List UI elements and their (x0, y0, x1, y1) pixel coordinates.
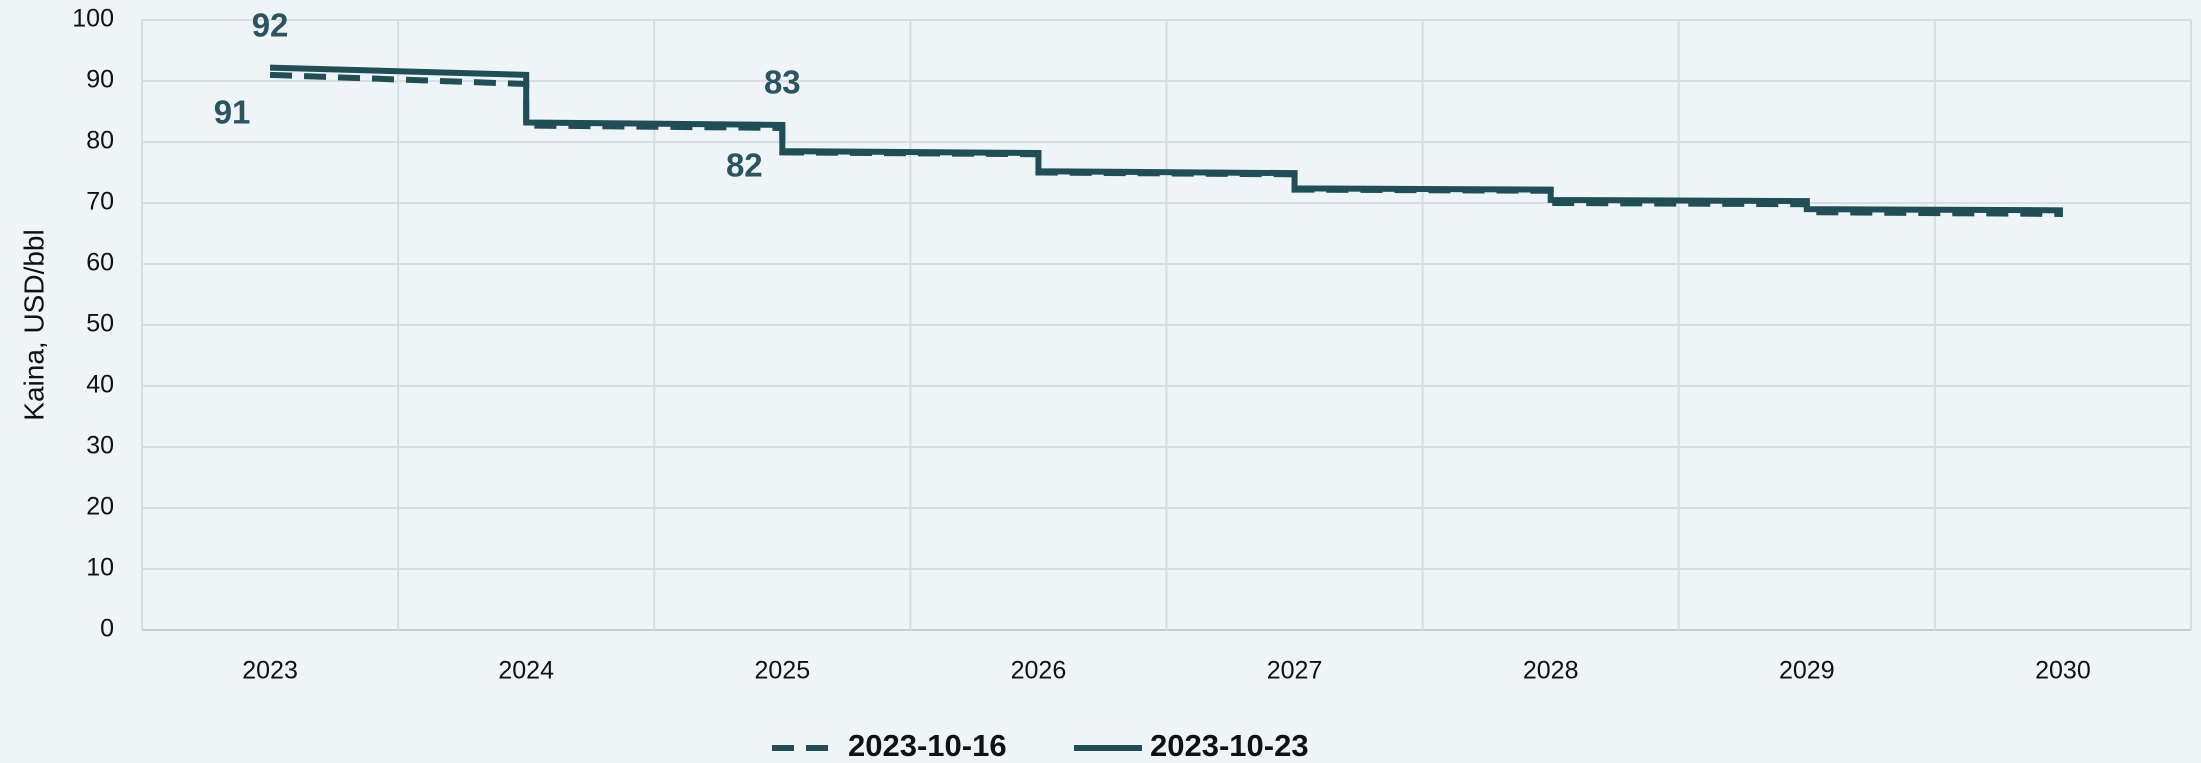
data-label: 91 (214, 94, 251, 131)
x-tick-label: 2028 (1523, 657, 1579, 685)
series-line (269, 71, 2063, 217)
x-tick-label: 2027 (1267, 657, 1323, 685)
y-tick-label: 90 (86, 66, 114, 94)
legend-label: 2023-10-16 (848, 728, 1007, 763)
y-tick-label: 50 (86, 310, 114, 338)
y-tick-label: 0 (100, 615, 114, 643)
x-tick-label: 2029 (1779, 657, 1835, 685)
y-tick-label: 80 (86, 127, 114, 155)
y-tick-label: 10 (86, 554, 114, 582)
y-tick-label: 100 (72, 5, 114, 33)
x-tick-label: 2025 (755, 657, 811, 685)
y-tick-label: 70 (86, 188, 114, 216)
y-axis-label: Kaina, USD/bbl (18, 229, 49, 420)
y-tick-label: 30 (86, 432, 114, 460)
x-tick-label: 2023 (242, 657, 298, 685)
x-tick-label: 2030 (2035, 657, 2091, 685)
y-tick-label: 60 (86, 249, 114, 277)
data-label: 83 (764, 64, 801, 101)
x-tick-label: 2026 (1011, 657, 1067, 685)
data-label: 82 (726, 147, 763, 184)
series-line (269, 64, 2063, 214)
data-label: 92 (252, 6, 289, 43)
x-tick-label: 2024 (498, 657, 554, 685)
y-tick-label: 20 (86, 493, 114, 521)
y-tick-label: 40 (86, 371, 114, 399)
legend-label: 2023-10-23 (1150, 728, 1309, 763)
